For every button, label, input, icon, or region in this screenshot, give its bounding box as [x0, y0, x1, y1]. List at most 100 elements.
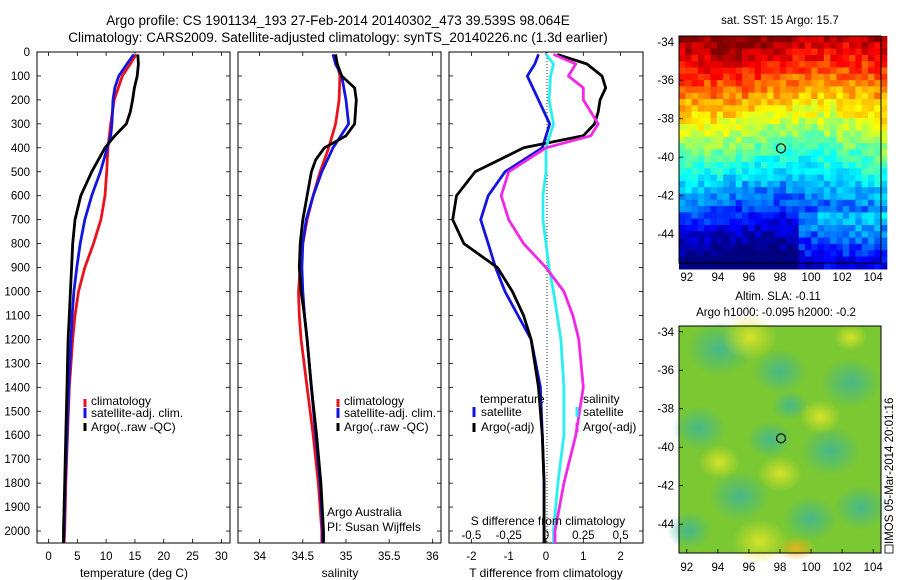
sst-cell — [880, 124, 888, 131]
sst-cell — [710, 117, 718, 125]
legend-title-salinity: salinity — [583, 392, 620, 406]
sst-cell — [792, 231, 800, 238]
side-stamp-group: IMOS 05-Mar-2014 20:01:16 — [884, 398, 896, 554]
sst-cell — [868, 92, 875, 100]
sst-cell — [880, 162, 888, 169]
sst-cell — [830, 124, 837, 131]
y-tick-label: 600 — [11, 191, 30, 203]
sst-cell — [742, 187, 749, 194]
sst-cell — [830, 54, 837, 62]
sst-cell — [868, 168, 875, 175]
sst-cell — [874, 162, 881, 169]
sst-cell — [880, 199, 888, 207]
sst-cell — [760, 117, 768, 125]
sst-cell — [704, 136, 711, 144]
y-tick-label: 300 — [11, 119, 30, 131]
sst-cell — [836, 162, 844, 169]
sst-cell — [729, 130, 737, 138]
sst-cell — [792, 92, 800, 100]
sst-cell — [754, 48, 762, 56]
sst-cell — [754, 124, 762, 131]
sla-map-title-line2: Argo h1000: -0.095 h2000: -0.2 — [696, 307, 856, 319]
sst-cell — [830, 143, 837, 150]
sst-cell — [710, 231, 718, 238]
sst-cell — [760, 243, 768, 251]
sst-cell — [830, 256, 837, 264]
x-tick-label: -1 — [504, 551, 514, 563]
sst-cell — [742, 136, 749, 144]
sst-cell — [748, 99, 755, 106]
sst-cell — [880, 111, 888, 119]
sst-cell — [735, 168, 743, 175]
map-y-tick-label: -38 — [657, 114, 674, 126]
sst-cell — [723, 86, 730, 94]
sst-cell — [798, 99, 806, 106]
sst-cell — [836, 212, 844, 220]
y-tick-label: 1800 — [4, 478, 30, 490]
sst-cell — [786, 80, 793, 87]
sst-cell — [710, 92, 718, 100]
sst-cell — [811, 117, 818, 125]
sst-cell — [685, 180, 692, 188]
y-tick-label: 800 — [11, 239, 30, 251]
y-tick-label: 1500 — [4, 406, 30, 418]
sst-cell — [754, 237, 762, 245]
sst-cell — [754, 231, 762, 238]
sst-cell — [836, 80, 844, 87]
sst-cell — [723, 149, 730, 157]
sst-cell — [723, 193, 730, 201]
sst-cell — [855, 36, 863, 43]
sst-cell — [868, 80, 875, 87]
sst-cell — [798, 86, 806, 94]
sst-cell — [679, 54, 686, 62]
temperature-axis-ticks: 0100200300400500600700800900100011001200… — [4, 47, 230, 563]
sla-low-anomaly — [747, 420, 793, 459]
sst-cell — [691, 73, 699, 81]
sst-cell — [880, 67, 888, 75]
sst-cell — [842, 117, 850, 125]
sst-cell — [849, 212, 856, 220]
sst-cell — [735, 80, 743, 87]
sst-cell — [710, 250, 718, 257]
sst-cell — [754, 73, 762, 81]
sst-cell — [874, 262, 881, 270]
sst-cell — [779, 36, 787, 43]
sst-cell — [760, 193, 768, 201]
sst-cell — [855, 174, 863, 182]
sst-cell — [830, 225, 837, 232]
sst-cell — [855, 136, 863, 144]
x-tick-label: 36 — [426, 551, 439, 563]
sst-cell — [798, 36, 806, 43]
sst-cell — [836, 187, 844, 194]
sst-cell — [779, 206, 787, 213]
sst-cell — [861, 212, 869, 220]
sst-cell — [748, 256, 755, 264]
sst-cell — [861, 86, 869, 94]
sst-cell — [679, 61, 686, 68]
sst-cell — [704, 130, 711, 138]
sst-cell — [729, 250, 737, 257]
sst-cell — [748, 73, 755, 81]
sst-cell — [805, 206, 812, 213]
sst-cell — [855, 105, 863, 112]
sst-cell — [716, 162, 724, 169]
sst-cell — [729, 149, 737, 157]
sst-cell — [805, 86, 812, 94]
sla-map-heatmap — [666, 314, 889, 565]
sst-cell — [779, 73, 787, 81]
sst-cell — [742, 206, 749, 213]
sst-cell — [697, 231, 705, 238]
sst-cell — [817, 73, 825, 81]
map-x-tick-label: 104 — [864, 272, 884, 284]
sst-cell — [805, 36, 812, 43]
sst-cell — [723, 136, 730, 144]
sst-cell — [773, 36, 781, 43]
sst-cell — [849, 174, 856, 182]
sst-cell — [767, 67, 774, 75]
sst-cell — [842, 42, 850, 49]
sst-cell — [773, 218, 781, 226]
sst-cell — [716, 155, 724, 163]
sst-cell — [679, 111, 686, 119]
sst-cell — [779, 42, 787, 49]
x-tick-label: 25 — [186, 551, 199, 563]
